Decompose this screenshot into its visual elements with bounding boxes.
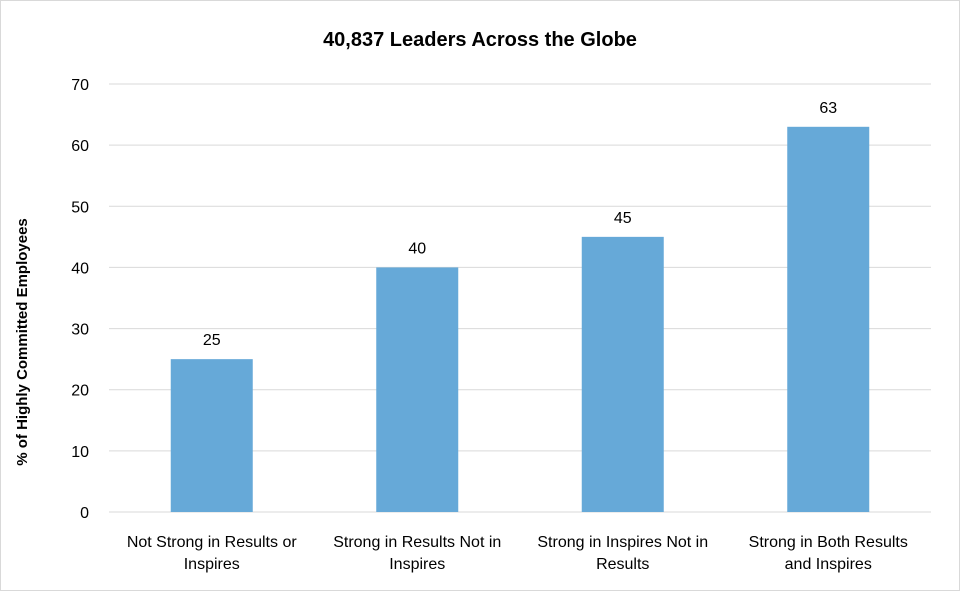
chart-title: 40,837 Leaders Across the Globe (323, 29, 637, 51)
bar (581, 236, 664, 512)
y-tick-label: 50 (71, 199, 89, 216)
bar (787, 126, 870, 513)
x-axis-categories: Not Strong in Results or Inspires Strong i… (127, 534, 908, 573)
y-axis-label: % of Highly Committed Employees (14, 218, 31, 466)
data-label: 25 (203, 332, 221, 349)
y-axis-ticks: 0 10 20 30 40 50 60 70 (71, 77, 89, 522)
y-tick-label: 10 (71, 444, 89, 461)
y-tick-label: 70 (71, 77, 89, 94)
data-label: 45 (614, 210, 632, 227)
y-tick-label: 0 (80, 505, 89, 522)
bars (170, 126, 870, 513)
x-category-label: Strong in Inspires Not in Results (537, 534, 708, 573)
x-category-label: Not Strong in Results or Inspires (127, 534, 298, 573)
data-label: 40 (408, 240, 426, 257)
data-label: 63 (819, 100, 837, 117)
y-tick-label: 30 (71, 322, 89, 339)
bar (170, 359, 253, 512)
bar (376, 267, 459, 512)
x-category-label: Strong in Both Results and Inspires (749, 534, 908, 573)
y-tick-label: 60 (71, 138, 89, 155)
data-labels: 25 40 45 63 (203, 100, 837, 349)
y-tick-label: 40 (71, 260, 89, 277)
y-tick-label: 20 (71, 383, 89, 400)
x-category-label: Strong in Results Not in Inspires (333, 534, 501, 573)
